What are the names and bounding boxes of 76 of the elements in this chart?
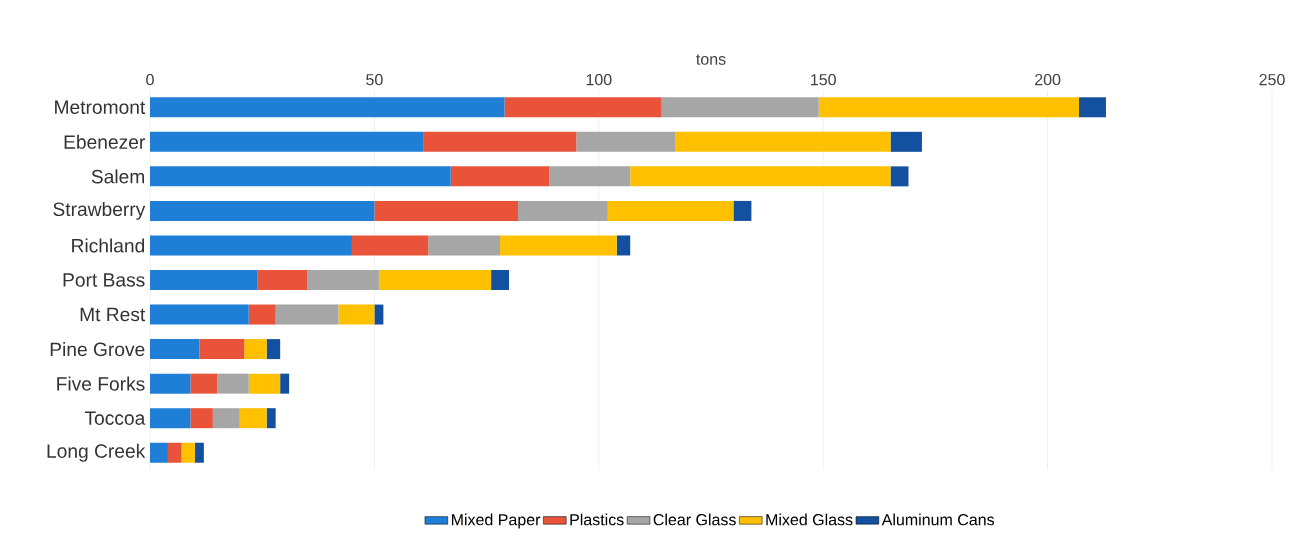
y-tick-label: Strawberry (53, 201, 146, 220)
bar (616, 235, 631, 256)
bar (150, 200, 375, 221)
x-axis-title: tons (696, 54, 726, 65)
bar (280, 373, 290, 394)
bar (275, 304, 339, 325)
y-tick-label: Salem (91, 169, 145, 184)
y-tick-label: Long Creek (47, 443, 146, 462)
bar (504, 97, 662, 118)
bar (150, 166, 451, 187)
bar (217, 373, 249, 394)
x-tick-label: 100 (586, 73, 612, 86)
bar (167, 442, 182, 463)
bar (661, 97, 819, 118)
bar (150, 408, 191, 429)
y-tick-label: Metromont (55, 100, 146, 114)
x-tick-label: 0 (146, 73, 154, 86)
bar (266, 339, 281, 360)
y-tick-label: Toccoa (84, 411, 146, 425)
bar (150, 304, 249, 325)
bar (607, 200, 734, 221)
bar (150, 270, 258, 291)
bar (374, 200, 519, 221)
bar (890, 166, 909, 187)
bar (150, 235, 352, 256)
bar (181, 442, 195, 463)
bar (428, 235, 501, 256)
bar (378, 270, 492, 291)
bar (338, 304, 375, 325)
bar (199, 339, 245, 360)
bar (257, 270, 308, 291)
y-tick-label: Pine Grove (50, 342, 145, 357)
bar (374, 304, 384, 325)
x-tick-label: 200 (1035, 73, 1061, 86)
bar (630, 166, 891, 187)
bar (307, 270, 379, 291)
bar (266, 408, 276, 429)
bar (733, 200, 752, 221)
bar (212, 408, 240, 429)
bar (500, 235, 617, 256)
bar (239, 408, 267, 429)
y-tick-label: Port Bass (63, 273, 145, 287)
bar (248, 304, 276, 325)
bar (150, 339, 200, 360)
y-tick-label: Mt Rest (80, 307, 146, 322)
bar (190, 408, 213, 429)
bar (576, 131, 676, 152)
y-tick-label: Ebenezer (64, 134, 145, 149)
bar (248, 373, 281, 394)
bar (190, 373, 218, 394)
bar (491, 270, 510, 291)
legend-label: Aluminum Cans (881, 513, 995, 526)
bar (549, 166, 631, 187)
bar (818, 97, 1080, 118)
bar (423, 131, 577, 152)
bar (194, 442, 204, 463)
bar (150, 97, 505, 118)
bar (244, 339, 267, 360)
y-tick-label: Richland (72, 238, 145, 253)
x-tick-label: 250 (1259, 73, 1285, 86)
bar (675, 131, 891, 152)
bar (150, 373, 191, 394)
bar (150, 442, 168, 463)
x-tick-label: 50 (366, 73, 383, 86)
legend-label: Mixed Paper (451, 513, 541, 529)
legend-label: Clear Glass (653, 513, 736, 526)
bar (351, 235, 429, 256)
bar (150, 131, 424, 152)
bar (890, 131, 922, 152)
bar (518, 200, 608, 221)
x-tick-label: 150 (811, 73, 836, 86)
legend-label: Mixed Glass (766, 513, 853, 526)
y-tick-label: Five Forks (57, 376, 145, 391)
bar (1079, 97, 1106, 118)
legend-label: Plastics (570, 513, 624, 526)
bar (450, 166, 550, 187)
